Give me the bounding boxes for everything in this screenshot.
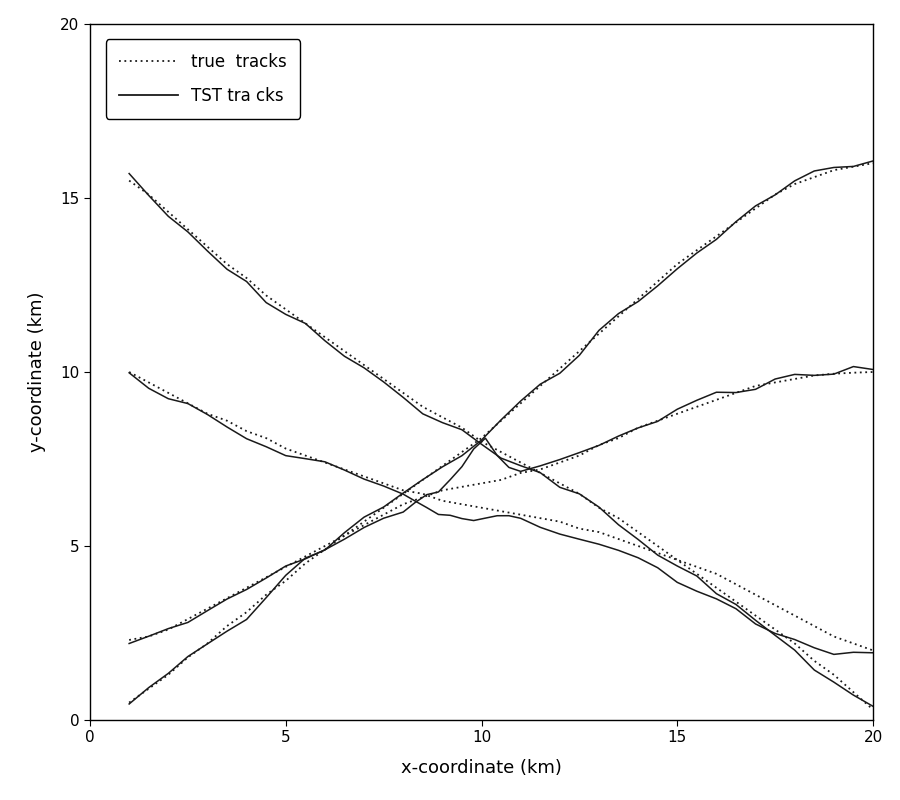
- Y-axis label: y-coordinate (km): y-coordinate (km): [29, 292, 47, 452]
- X-axis label: x-coordinate (km): x-coordinate (km): [401, 759, 562, 778]
- Legend: true  tracks, TST tra cks: true tracks, TST tra cks: [106, 39, 301, 118]
